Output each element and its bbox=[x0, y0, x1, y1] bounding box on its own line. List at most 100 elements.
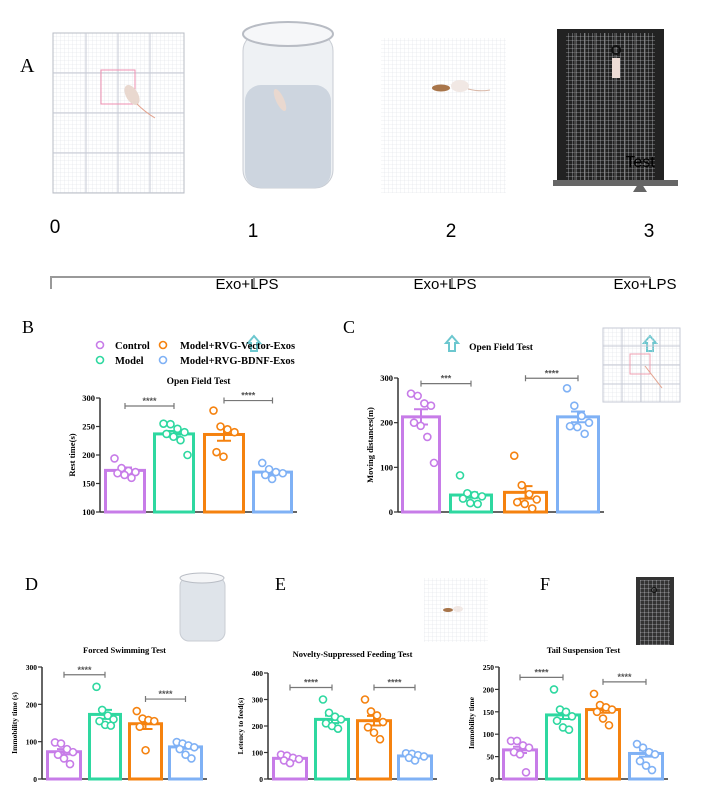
data-point bbox=[189, 742, 199, 752]
forced-swimming-cylinder-illustration bbox=[242, 21, 334, 189]
y-tick-label: 300 bbox=[26, 663, 38, 672]
legend-marker-model bbox=[95, 355, 105, 365]
data-point bbox=[592, 707, 602, 717]
data-point bbox=[166, 419, 175, 429]
data-point bbox=[635, 756, 645, 766]
day-label: 1 bbox=[248, 221, 259, 242]
bar-2 bbox=[153, 432, 195, 514]
legend-marker-bdnf bbox=[158, 355, 168, 365]
panel-label-d: D bbox=[25, 574, 38, 594]
data-point bbox=[216, 422, 225, 431]
novelty-feeding-inset-illustration bbox=[424, 578, 488, 642]
data-point bbox=[378, 717, 388, 727]
data-point bbox=[573, 422, 582, 432]
data-point bbox=[410, 756, 420, 765]
significance-label: *** bbox=[441, 374, 452, 384]
data-point bbox=[426, 401, 436, 410]
data-point bbox=[561, 707, 571, 717]
day-label: 2 bbox=[446, 221, 457, 242]
significance-bracket bbox=[124, 403, 175, 409]
forced-swimming-inset-illustration bbox=[179, 572, 226, 642]
data-point bbox=[162, 429, 171, 439]
data-point bbox=[477, 492, 487, 501]
data-point bbox=[520, 499, 530, 509]
test-marker-icon bbox=[633, 181, 647, 192]
y-tick-label: 100 bbox=[380, 462, 393, 472]
y-tick-label: 200 bbox=[252, 722, 264, 731]
chart-d: Forced Swimming Test 0 100 200 300 Immobility… bbox=[10, 645, 207, 784]
legend-label: Control bbox=[115, 341, 150, 352]
data-point bbox=[521, 767, 531, 777]
data-point bbox=[187, 754, 196, 763]
data-point bbox=[589, 689, 599, 699]
significance-label: **** bbox=[77, 665, 92, 675]
data-point bbox=[131, 467, 140, 477]
data-point bbox=[366, 707, 376, 716]
data-point bbox=[524, 489, 534, 499]
data-point bbox=[113, 468, 122, 478]
data-point bbox=[92, 682, 101, 692]
data-point bbox=[106, 721, 116, 730]
data-point bbox=[223, 425, 232, 434]
up-arrow-icon bbox=[443, 334, 461, 352]
data-point bbox=[419, 752, 429, 761]
treatment-label: Exo+LPS bbox=[614, 276, 677, 293]
data-point bbox=[473, 499, 482, 509]
data-point bbox=[110, 454, 119, 463]
y-tick-label: 200 bbox=[483, 685, 495, 694]
data-point bbox=[607, 705, 617, 714]
data-point bbox=[517, 480, 527, 490]
open-field-arena-illustration bbox=[52, 32, 185, 194]
data-point bbox=[562, 383, 572, 393]
tail-suspension-inset-illustration bbox=[636, 577, 674, 645]
data-point bbox=[509, 451, 519, 461]
data-point bbox=[149, 716, 159, 726]
data-point bbox=[409, 418, 419, 427]
data-point bbox=[429, 458, 439, 468]
data-point bbox=[285, 758, 295, 768]
data-point bbox=[173, 424, 182, 434]
significance-bracket bbox=[373, 684, 416, 691]
data-point bbox=[598, 714, 608, 723]
data-point bbox=[132, 706, 142, 716]
data-point bbox=[209, 406, 218, 415]
legend-label: Model bbox=[115, 356, 144, 367]
data-point bbox=[363, 723, 373, 732]
chart-b: Open Field Test 100 150 200 250 300 Rest time(… bbox=[67, 377, 297, 517]
y-tick-label: 300 bbox=[380, 373, 393, 383]
data-point bbox=[141, 745, 150, 755]
data-point bbox=[584, 418, 594, 427]
significance-bracket bbox=[602, 678, 647, 685]
treatment-label: Exo+LPS bbox=[414, 276, 477, 293]
data-point bbox=[175, 744, 185, 754]
data-point bbox=[604, 720, 614, 730]
chart-title: Open Field Test bbox=[167, 377, 232, 387]
data-point bbox=[524, 743, 534, 752]
y-tick-label: 0 bbox=[389, 507, 393, 517]
data-point bbox=[549, 685, 559, 694]
significance-bracket bbox=[420, 380, 472, 387]
data-point bbox=[257, 458, 267, 468]
data-point bbox=[135, 722, 145, 732]
y-tick-label: 100 bbox=[252, 749, 264, 758]
y-tick-label: 300 bbox=[252, 696, 264, 705]
y-tick-label: 100 bbox=[82, 507, 95, 517]
y-axis-label: Rest time(s) bbox=[67, 433, 77, 476]
significance-label: **** bbox=[304, 678, 319, 688]
data-point bbox=[369, 728, 379, 737]
data-point bbox=[180, 427, 189, 437]
data-point bbox=[515, 750, 525, 759]
data-point bbox=[577, 411, 586, 421]
y-tick-label: 200 bbox=[380, 418, 393, 428]
data-point bbox=[53, 750, 63, 760]
data-point bbox=[458, 494, 468, 503]
data-point bbox=[632, 739, 642, 749]
data-point bbox=[552, 716, 562, 726]
data-point bbox=[271, 467, 281, 477]
y-axis-label: Immobility time bbox=[467, 696, 476, 749]
data-point bbox=[423, 432, 432, 442]
data-point bbox=[375, 734, 385, 744]
data-point bbox=[183, 450, 192, 460]
data-point bbox=[219, 452, 228, 462]
data-point bbox=[567, 711, 577, 721]
